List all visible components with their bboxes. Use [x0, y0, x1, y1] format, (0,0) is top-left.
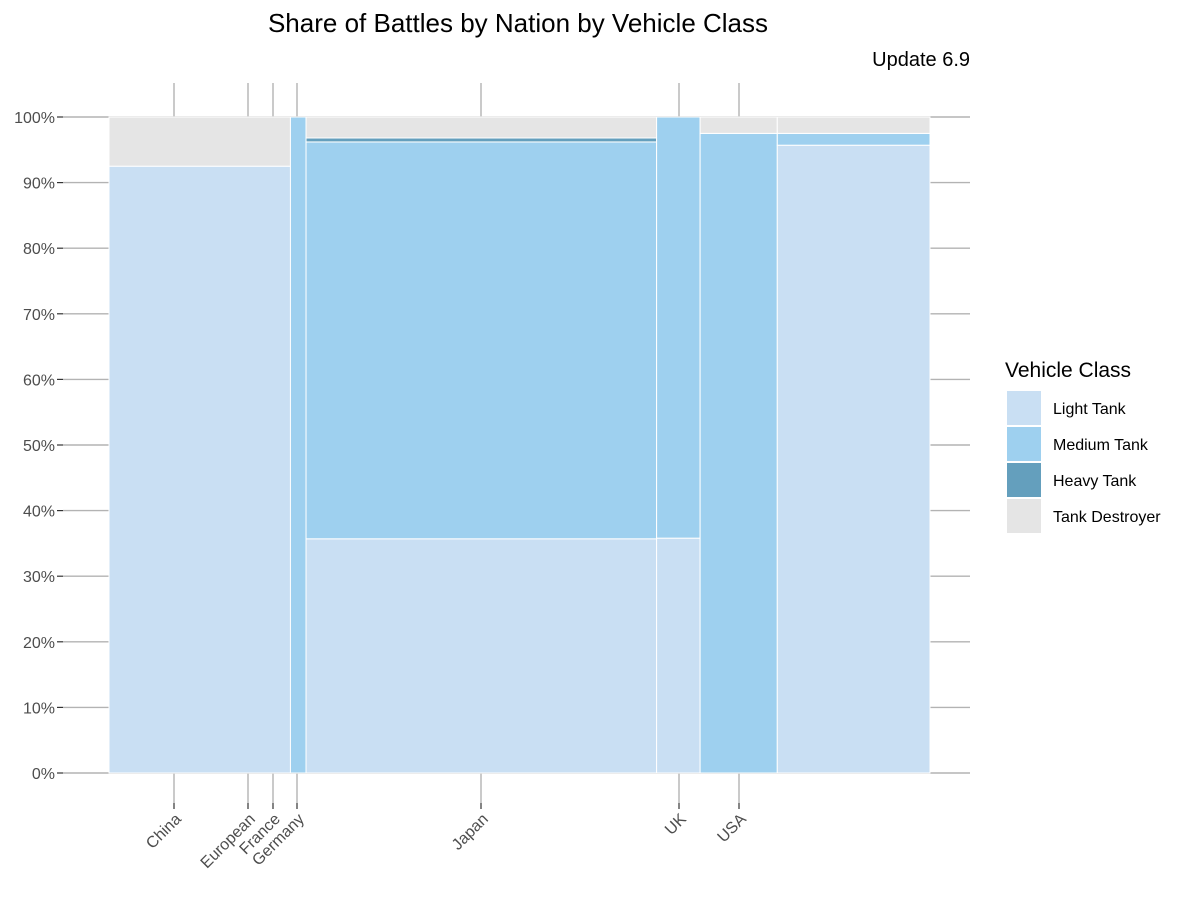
mosaic-tile — [108, 165, 291, 774]
chart-subtitle: Update 6.9 — [872, 49, 970, 71]
x-tick-label: UK — [662, 811, 690, 839]
mosaic-tile — [776, 116, 931, 134]
bar-layer — [108, 116, 931, 774]
x-tick-label: China — [143, 811, 185, 853]
mosaic-tile — [776, 144, 931, 774]
mosaic-tile — [656, 116, 701, 539]
mosaic-tile — [699, 116, 778, 134]
mosaic-tile — [305, 116, 658, 139]
legend-label: Light Tank — [1053, 401, 1127, 418]
y-tick-label: 40% — [23, 504, 55, 521]
legend-title: Vehicle Class — [1005, 359, 1131, 382]
legend: Vehicle Class Light Tank Medium Tank Heavy… — [1005, 359, 1161, 533]
mosaic-tile — [305, 141, 658, 540]
mosaic-tile — [108, 116, 291, 167]
legend-key — [1007, 499, 1041, 533]
mosaic-tile — [305, 538, 658, 774]
legend-key — [1007, 463, 1041, 497]
legend-key — [1007, 391, 1041, 425]
mosaic-tile — [305, 137, 658, 143]
legend-label: Tank Destroyer — [1053, 509, 1161, 526]
y-tick-label: 100% — [14, 110, 55, 127]
mosaic-tile — [699, 132, 778, 774]
y-tick-label: 50% — [23, 438, 55, 455]
legend-label: Medium Tank — [1053, 437, 1149, 454]
mosaic-tile — [776, 132, 931, 146]
y-axis: 0% 10% 20% 30% 40% 50% 60% 70% 80% 90% 100% — [14, 110, 55, 783]
y-tick-label: 10% — [23, 700, 55, 717]
y-tick-label: 30% — [23, 569, 55, 586]
y-tick-label: 0% — [32, 766, 55, 783]
x-tick-label: Japan — [449, 811, 492, 854]
y-tick-label: 60% — [23, 372, 55, 389]
chart-title: Share of Battles by Nation by Vehicle Cl… — [268, 8, 768, 38]
mosaic-tile — [656, 537, 701, 774]
legend-label: Heavy Tank — [1053, 473, 1137, 490]
x-tick-label: USA — [715, 811, 751, 847]
y-tick-label: 20% — [23, 635, 55, 652]
y-tick-label: 90% — [23, 176, 55, 193]
legend-key — [1007, 427, 1041, 461]
mosaic-tile — [289, 116, 307, 774]
y-tick-label: 70% — [23, 307, 55, 324]
y-tick-label: 80% — [23, 241, 55, 258]
